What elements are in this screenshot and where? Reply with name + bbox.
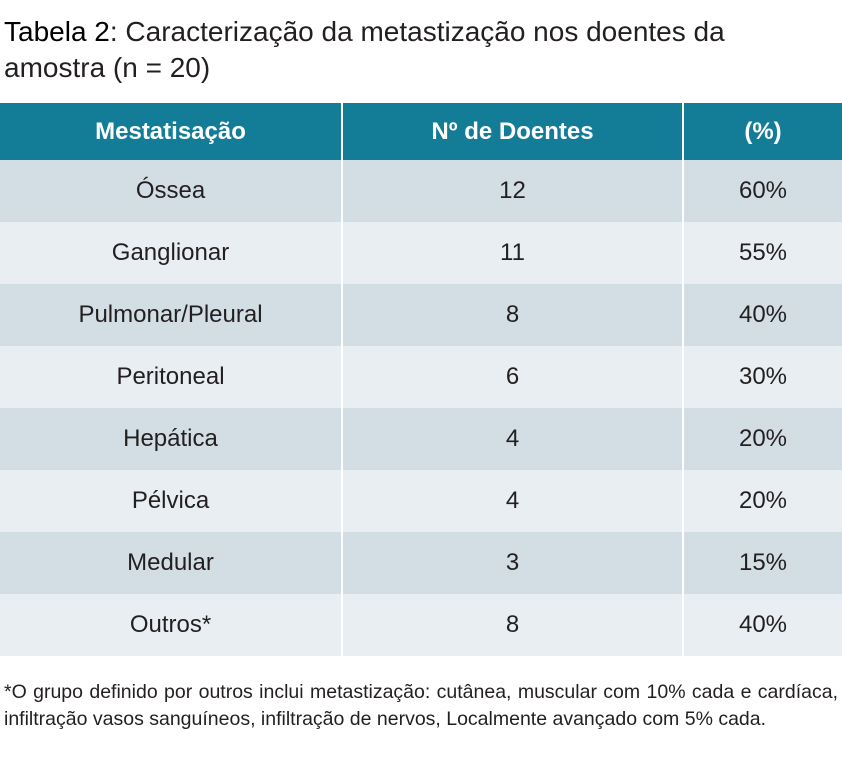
table-cell: 20% [682, 470, 842, 532]
table-cell: 11 [341, 222, 683, 284]
table-cell: 6 [341, 346, 683, 408]
table-row: Peritoneal 6 30% [0, 346, 842, 408]
title-text: : Caracterização da metastização nos doe… [4, 16, 725, 83]
table-cell: 12 [341, 160, 683, 222]
table-cell: Hepática [0, 408, 342, 470]
footnote: *O grupo definido por outros inclui meta… [4, 681, 838, 730]
table-cell: 8 [341, 594, 683, 656]
table-row: Óssea 12 60% [0, 160, 842, 222]
table-cell: Pélvica [0, 470, 342, 532]
table-cell: 20% [682, 408, 842, 470]
table-cell: 8 [341, 284, 683, 346]
table-cell: 40% [682, 284, 842, 346]
table-cell: 3 [341, 532, 683, 594]
title: Tabela 2: Caracterização da metastização… [4, 14, 824, 86]
table-cell: Ganglionar [0, 222, 342, 284]
header-row: Mestatisação Nº de Doentes (%) [0, 103, 842, 160]
table-cell: Pulmonar/Pleural [0, 284, 342, 346]
header-cell: Nº de Doentes [341, 103, 683, 160]
table-cell: Óssea [0, 160, 342, 222]
title-label: Tabela 2 [4, 16, 110, 47]
header-cell: Mestatisação [0, 103, 342, 160]
table-cell: Peritoneal [0, 346, 342, 408]
table-cell: 4 [341, 470, 683, 532]
table: Mestatisação Nº de Doentes (%) Óssea 12 60% G… [0, 103, 842, 656]
table-row: Medular 3 15% [0, 532, 842, 594]
table-cell: 15% [682, 532, 842, 594]
table-row: Pulmonar/Pleural 8 40% [0, 284, 842, 346]
table-row: Ganglionar 11 55% [0, 222, 842, 284]
table-body: Óssea 12 60% Ganglionar 11 55% Pulmonar/Pleura… [0, 160, 842, 656]
table-cell: 60% [682, 160, 842, 222]
table-cell: 4 [341, 408, 683, 470]
table-row: Pélvica 4 20% [0, 470, 842, 532]
table-cell: Outros* [0, 594, 342, 656]
table-cell: 30% [682, 346, 842, 408]
table-row: Outros* 8 40% [0, 594, 842, 656]
table-cell: 40% [682, 594, 842, 656]
table-cell: 55% [682, 222, 842, 284]
table-cell: Medular [0, 532, 342, 594]
header-cell: (%) [682, 103, 842, 160]
table-row: Hepática 4 20% [0, 408, 842, 470]
